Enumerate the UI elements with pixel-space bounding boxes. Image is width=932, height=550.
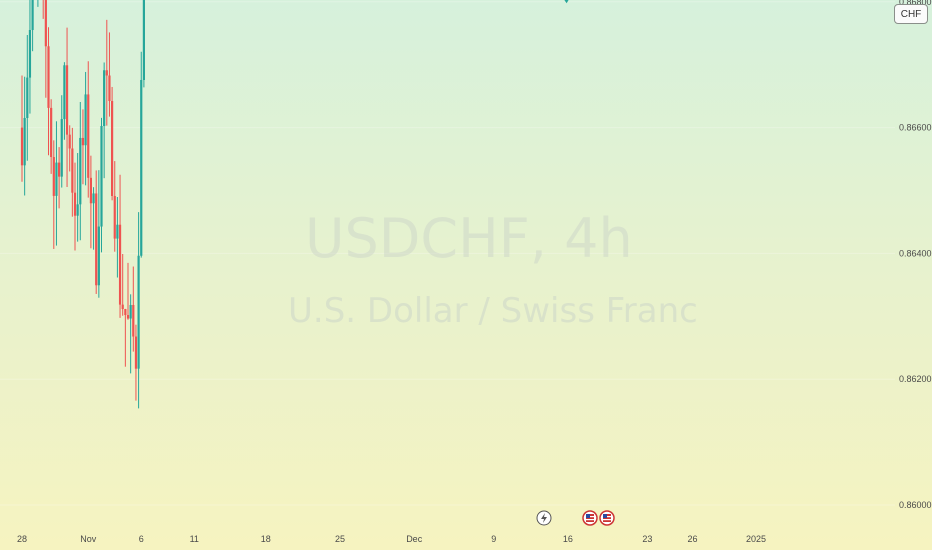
candle-body xyxy=(28,30,32,78)
x-tick-label: Dec xyxy=(406,534,423,544)
us-flag-icon[interactable] xyxy=(599,510,615,526)
x-tick-label: 28 xyxy=(17,534,27,544)
candle-body xyxy=(113,195,116,239)
candle-body xyxy=(73,192,77,216)
x-tick-label: 25 xyxy=(335,534,345,544)
x-tick-label: 2025 xyxy=(746,534,766,544)
projection-arrowhead xyxy=(564,0,569,4)
y-tick-label: 0.86800 xyxy=(899,0,932,7)
candle-body xyxy=(68,134,71,149)
flag-stripe xyxy=(603,519,611,521)
x-tick-label: Nov xyxy=(80,534,97,544)
x-tick-label: 18 xyxy=(261,534,271,544)
y-tick-label: 0.86400 xyxy=(899,248,932,258)
watermark: USDCHF, 4h U.S. Dollar / Swiss Franc xyxy=(288,207,698,331)
lightning-icon[interactable] xyxy=(536,510,552,526)
y-tick-label: 0.86200 xyxy=(899,374,932,384)
watermark-symbol: USDCHF, 4h xyxy=(305,207,633,270)
candle-body xyxy=(137,255,140,369)
flag-canton xyxy=(586,514,590,518)
x-tick-label: 16 xyxy=(563,534,573,544)
candle-body xyxy=(118,224,122,305)
candle-body xyxy=(23,117,26,166)
candle-body xyxy=(132,304,135,337)
candle-body xyxy=(105,70,108,76)
candle-body xyxy=(108,75,111,102)
candle-body xyxy=(55,162,58,196)
x-tick-label: 23 xyxy=(642,534,652,544)
candle-body xyxy=(124,309,127,316)
candle-body xyxy=(65,65,69,135)
candle-body xyxy=(92,193,95,204)
flag-stripe xyxy=(586,519,594,521)
y-tick-label: 0.86000 xyxy=(899,500,932,510)
y-tick-label: 0.86600 xyxy=(899,123,932,133)
candle-body xyxy=(103,70,106,126)
candle-body xyxy=(111,101,114,196)
candle-body xyxy=(81,137,85,146)
candle-body xyxy=(44,0,47,47)
candles xyxy=(20,0,145,409)
candle-body xyxy=(71,148,74,193)
candle-body xyxy=(126,315,130,319)
candle-body xyxy=(142,0,145,80)
candle-body xyxy=(121,304,124,310)
candle-body xyxy=(52,157,55,196)
candle-body xyxy=(63,65,66,120)
flag-canton xyxy=(603,514,607,518)
x-tick-label: 26 xyxy=(687,534,697,544)
candle-body xyxy=(100,125,103,227)
us-flag-icon[interactable] xyxy=(582,510,598,526)
candle-body xyxy=(26,77,29,118)
time-axis[interactable]: 28 Nov 6 11 18 25 Dec 9 16 23 26 2025 xyxy=(17,534,766,544)
currency-badge[interactable]: CHF xyxy=(894,4,928,24)
candle-body xyxy=(50,107,53,158)
candle-body xyxy=(76,204,79,216)
candle-body xyxy=(60,119,63,177)
candle-body xyxy=(20,127,24,166)
candle-body xyxy=(95,193,98,286)
candle-body xyxy=(97,226,100,286)
drawings[interactable]: Target xyxy=(0,0,895,4)
candle-body xyxy=(89,177,92,204)
candle-body xyxy=(79,137,82,205)
candle-body xyxy=(87,94,90,178)
lightning-glyph xyxy=(541,513,547,523)
price-axis[interactable]: 0.86000 0.86200 0.86400 0.86600 0.86800 xyxy=(899,0,932,510)
candle-body xyxy=(116,224,119,239)
x-tick-label: 11 xyxy=(190,534,199,544)
candle-body xyxy=(58,162,61,177)
candle-body xyxy=(140,79,143,256)
watermark-name: U.S. Dollar / Swiss Franc xyxy=(288,291,698,331)
candle-body xyxy=(31,0,34,31)
candle-body xyxy=(134,336,138,369)
candle-body xyxy=(129,304,132,319)
candle-body xyxy=(84,94,87,146)
grid xyxy=(0,1,895,506)
event-markers[interactable] xyxy=(536,510,615,526)
candle-body xyxy=(47,46,50,108)
x-tick-label: 6 xyxy=(139,534,144,544)
x-tick-label: 9 xyxy=(491,534,496,544)
